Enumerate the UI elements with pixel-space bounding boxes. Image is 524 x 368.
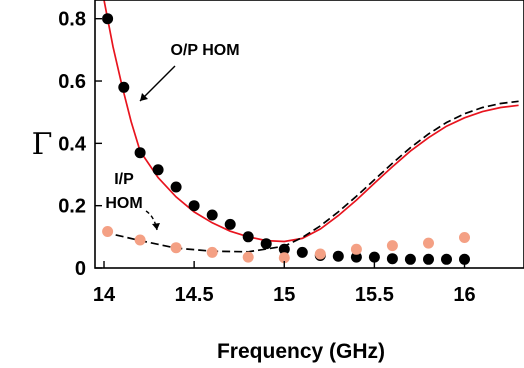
measured-black-point	[350, 251, 362, 263]
x-tick-label: 15.5	[355, 284, 394, 306]
y-tick-label: 0.4	[58, 133, 87, 155]
measured-black-point	[404, 253, 416, 265]
measured-black-point	[134, 147, 146, 159]
measured-black-point	[296, 246, 308, 258]
measured-salmon-point	[134, 234, 146, 246]
measured-salmon-point	[170, 242, 182, 254]
measured-black-point	[188, 200, 200, 212]
annotation-ip-hom-arrow	[145, 210, 158, 231]
annotation-ip-hom-arrowhead	[152, 223, 160, 230]
y-tick-label: 0.6	[58, 71, 86, 93]
x-axis-label: Frequency (GHz)	[217, 340, 385, 363]
measured-black-point	[386, 253, 398, 265]
measured-salmon-point	[459, 232, 470, 243]
y-axis-label: Γ	[32, 127, 53, 162]
measured-salmon-point	[314, 248, 326, 260]
x-tick-label: 15	[273, 284, 295, 306]
plot-frame	[94, 0, 524, 269]
x-tick-label: 16	[453, 284, 475, 306]
annotation-op-hom-arrowhead	[140, 93, 148, 101]
annotation-ip-line1: I/P	[114, 171, 134, 188]
measured-black-point	[441, 253, 452, 265]
measured-black-point	[102, 13, 114, 25]
measured-black-point	[242, 231, 254, 243]
measured-salmon-point	[206, 246, 218, 258]
annotation-op-hom: O/P HOM	[170, 42, 239, 59]
x-tick-label: 14.5	[175, 284, 214, 306]
y-tick-label: 0.8	[58, 9, 86, 31]
measured-salmon-point	[386, 240, 398, 252]
measured-black-point	[170, 181, 182, 193]
measured-salmon-point	[423, 237, 434, 249]
measured-black-point	[118, 81, 130, 93]
measured-black-point	[332, 250, 344, 262]
measured-salmon-point	[350, 243, 362, 255]
y-tick-label: 0.2	[58, 196, 86, 218]
annotation-op-hom-arrow	[139, 65, 176, 102]
tick-layer: 14 14.5 15 15.5 16 0 0.2 0.4 0.6 0.8	[58, 9, 475, 306]
measured-black-point	[368, 251, 380, 263]
plot-layer	[102, 0, 519, 265]
measured-salmon-point	[278, 252, 290, 264]
measured-black-point	[459, 253, 470, 265]
measured-salmon-point	[102, 226, 114, 237]
y-tick-label: 0	[75, 258, 86, 280]
measured-black-point	[260, 238, 272, 250]
annotation-ip-line2: HOM	[105, 195, 142, 212]
measured-black-point	[278, 243, 290, 255]
x-tick-label: 14	[93, 284, 116, 306]
measured-black-point	[206, 209, 218, 221]
measured-black-point	[152, 164, 164, 176]
measured-salmon-point	[242, 251, 254, 263]
measured-black-point	[423, 253, 434, 265]
measured-black-point	[224, 218, 236, 230]
